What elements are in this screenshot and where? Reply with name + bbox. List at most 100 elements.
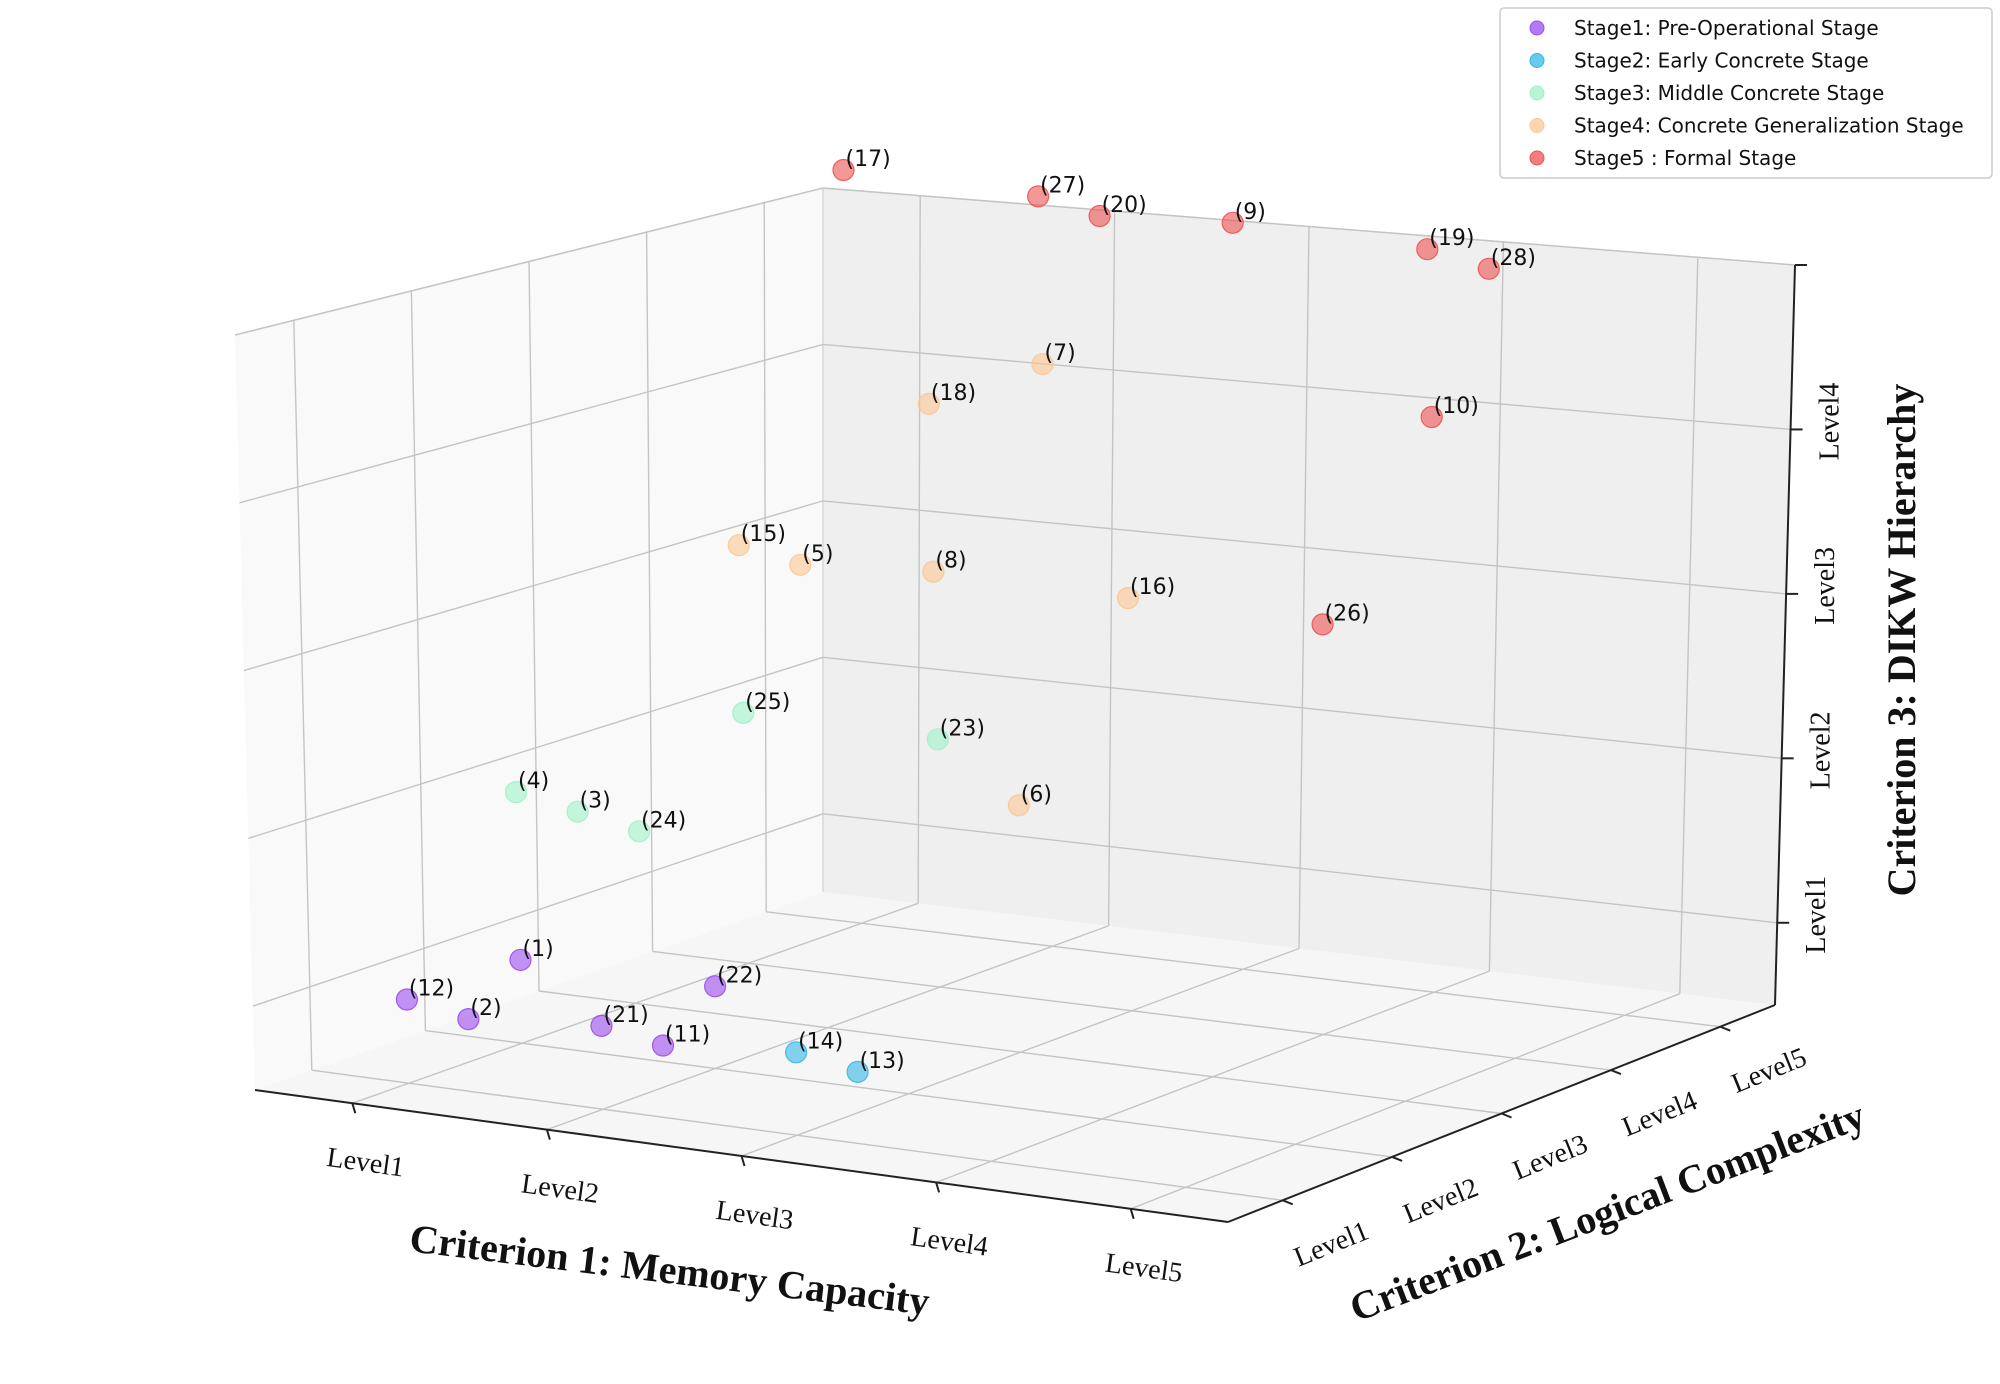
data-point-label: (6) bbox=[1021, 782, 1052, 807]
legend-label: Stage5 : Formal Stage bbox=[1574, 146, 1796, 170]
back-right-pane bbox=[823, 188, 1795, 1005]
legend: Stage1: Pre-Operational Stage Stage2: Ear… bbox=[1499, 7, 1993, 179]
data-point bbox=[395, 988, 418, 1011]
data-point bbox=[703, 975, 727, 998]
grid-line bbox=[822, 656, 1782, 760]
data-point-label: (22) bbox=[717, 963, 762, 988]
data-point bbox=[784, 1041, 808, 1064]
grid-line bbox=[822, 500, 1787, 595]
data-point-label: (26) bbox=[1325, 601, 1370, 626]
y-tick-label: Level3 bbox=[1508, 1129, 1592, 1187]
data-point bbox=[651, 1034, 675, 1057]
y-tick-mark bbox=[1719, 1025, 1731, 1032]
legend-label: Stage1: Pre-Operational Stage bbox=[1574, 16, 1879, 40]
y-tick-label: Level5 bbox=[1727, 1042, 1811, 1100]
legend-box bbox=[1499, 7, 1993, 179]
grid-line bbox=[252, 813, 824, 1007]
legend-label: Stage2: Early Concrete Stage bbox=[1574, 49, 1869, 73]
data-point-label: (5) bbox=[802, 542, 833, 567]
legend-items: Stage1: Pre-Operational Stage Stage2: Ear… bbox=[1529, 16, 1964, 170]
x-tick-mark bbox=[351, 1102, 357, 1114]
data-point bbox=[627, 820, 651, 843]
data-point-label: (23) bbox=[940, 716, 985, 741]
data-point bbox=[789, 553, 812, 576]
x-tick-mark bbox=[545, 1129, 551, 1140]
grid-line bbox=[645, 232, 654, 952]
data-point bbox=[1007, 794, 1030, 817]
x-tick-label: Level3 bbox=[714, 1195, 795, 1237]
grid-line bbox=[822, 343, 1791, 431]
z-axis-line bbox=[1774, 264, 1796, 1006]
grid-line bbox=[1107, 211, 1116, 926]
x-axis-title: Criterion 1: Memory Capacity bbox=[407, 1215, 932, 1323]
data-point bbox=[509, 948, 532, 972]
data-point-label: (12) bbox=[409, 977, 454, 1002]
grid-line bbox=[528, 261, 540, 992]
data-point bbox=[1420, 405, 1443, 429]
grid-line bbox=[766, 911, 1721, 1028]
grid-line bbox=[822, 813, 1778, 924]
grid-line bbox=[1488, 241, 1505, 972]
grid-line bbox=[293, 320, 313, 1071]
y-tick-label: Level1 bbox=[1290, 1215, 1374, 1273]
x-tick-label: Level5 bbox=[1103, 1248, 1184, 1290]
grid-lines bbox=[234, 187, 1796, 1210]
data-point bbox=[1311, 613, 1334, 636]
grid-line bbox=[917, 195, 921, 904]
data-point-label: (17) bbox=[846, 147, 891, 172]
data-point-label: (3) bbox=[580, 789, 611, 814]
grid-line bbox=[1679, 257, 1699, 994]
legend-label: Stage4: Concrete Generalization Stage bbox=[1574, 114, 1964, 138]
legend-marker bbox=[1529, 53, 1545, 68]
data-point bbox=[732, 701, 755, 725]
z-tick-label: Level3 bbox=[1810, 547, 1841, 625]
data-point bbox=[832, 158, 855, 182]
data-point bbox=[590, 1014, 613, 1038]
data-point bbox=[1026, 185, 1050, 208]
data-point bbox=[1031, 353, 1054, 376]
data-point bbox=[1088, 204, 1111, 228]
data-point-label: (19) bbox=[1429, 226, 1474, 251]
data-point-label: (11) bbox=[665, 1023, 710, 1048]
z-tick-label: Level2 bbox=[1806, 711, 1837, 789]
data-point-label: (2) bbox=[470, 996, 501, 1021]
grid-line bbox=[248, 656, 824, 840]
data-point-label: (1) bbox=[523, 937, 554, 962]
data-point-label: (4) bbox=[518, 769, 549, 794]
data-point bbox=[727, 534, 750, 557]
legend-marker bbox=[1529, 85, 1545, 101]
grid-line bbox=[652, 950, 1611, 1071]
data-point bbox=[504, 780, 528, 804]
data-point-label: (15) bbox=[741, 522, 786, 547]
y-tick-mark bbox=[1610, 1069, 1622, 1076]
y-tick-mark bbox=[1391, 1155, 1403, 1162]
data-point bbox=[917, 392, 941, 415]
data-point-label: (7) bbox=[1045, 341, 1076, 366]
legend-marker bbox=[1529, 150, 1545, 166]
data-point-label: (20) bbox=[1102, 193, 1147, 218]
x-tick-mark bbox=[935, 1182, 941, 1193]
y-tick-mark bbox=[1282, 1199, 1294, 1206]
grid-line bbox=[538, 990, 1502, 1115]
data-point bbox=[922, 560, 945, 583]
data-point-label: (18) bbox=[931, 381, 976, 406]
data-point bbox=[1116, 586, 1140, 610]
data-point-label: (25) bbox=[745, 690, 790, 715]
x-tick-mark bbox=[740, 1155, 746, 1167]
data-point bbox=[846, 1060, 869, 1084]
data-point-label: (24) bbox=[641, 808, 686, 833]
grid-line bbox=[410, 290, 427, 1031]
x-tick-mark bbox=[1129, 1208, 1135, 1220]
data-point-label: (28) bbox=[1491, 246, 1536, 271]
data-point-label: (16) bbox=[1130, 575, 1175, 600]
grid-line bbox=[425, 1029, 1393, 1158]
data-point-label: (10) bbox=[1434, 394, 1479, 419]
floor-pane bbox=[255, 892, 1775, 1222]
back-left-pane bbox=[235, 188, 823, 1090]
data-points: (14) (13) (21) (11) (12) (2) (22) (1) (4) (3) (24)… bbox=[395, 147, 1536, 1084]
grid-line bbox=[243, 500, 824, 672]
data-point bbox=[1477, 257, 1500, 280]
data-point-label: (8) bbox=[935, 549, 966, 574]
data-point bbox=[457, 1007, 480, 1031]
